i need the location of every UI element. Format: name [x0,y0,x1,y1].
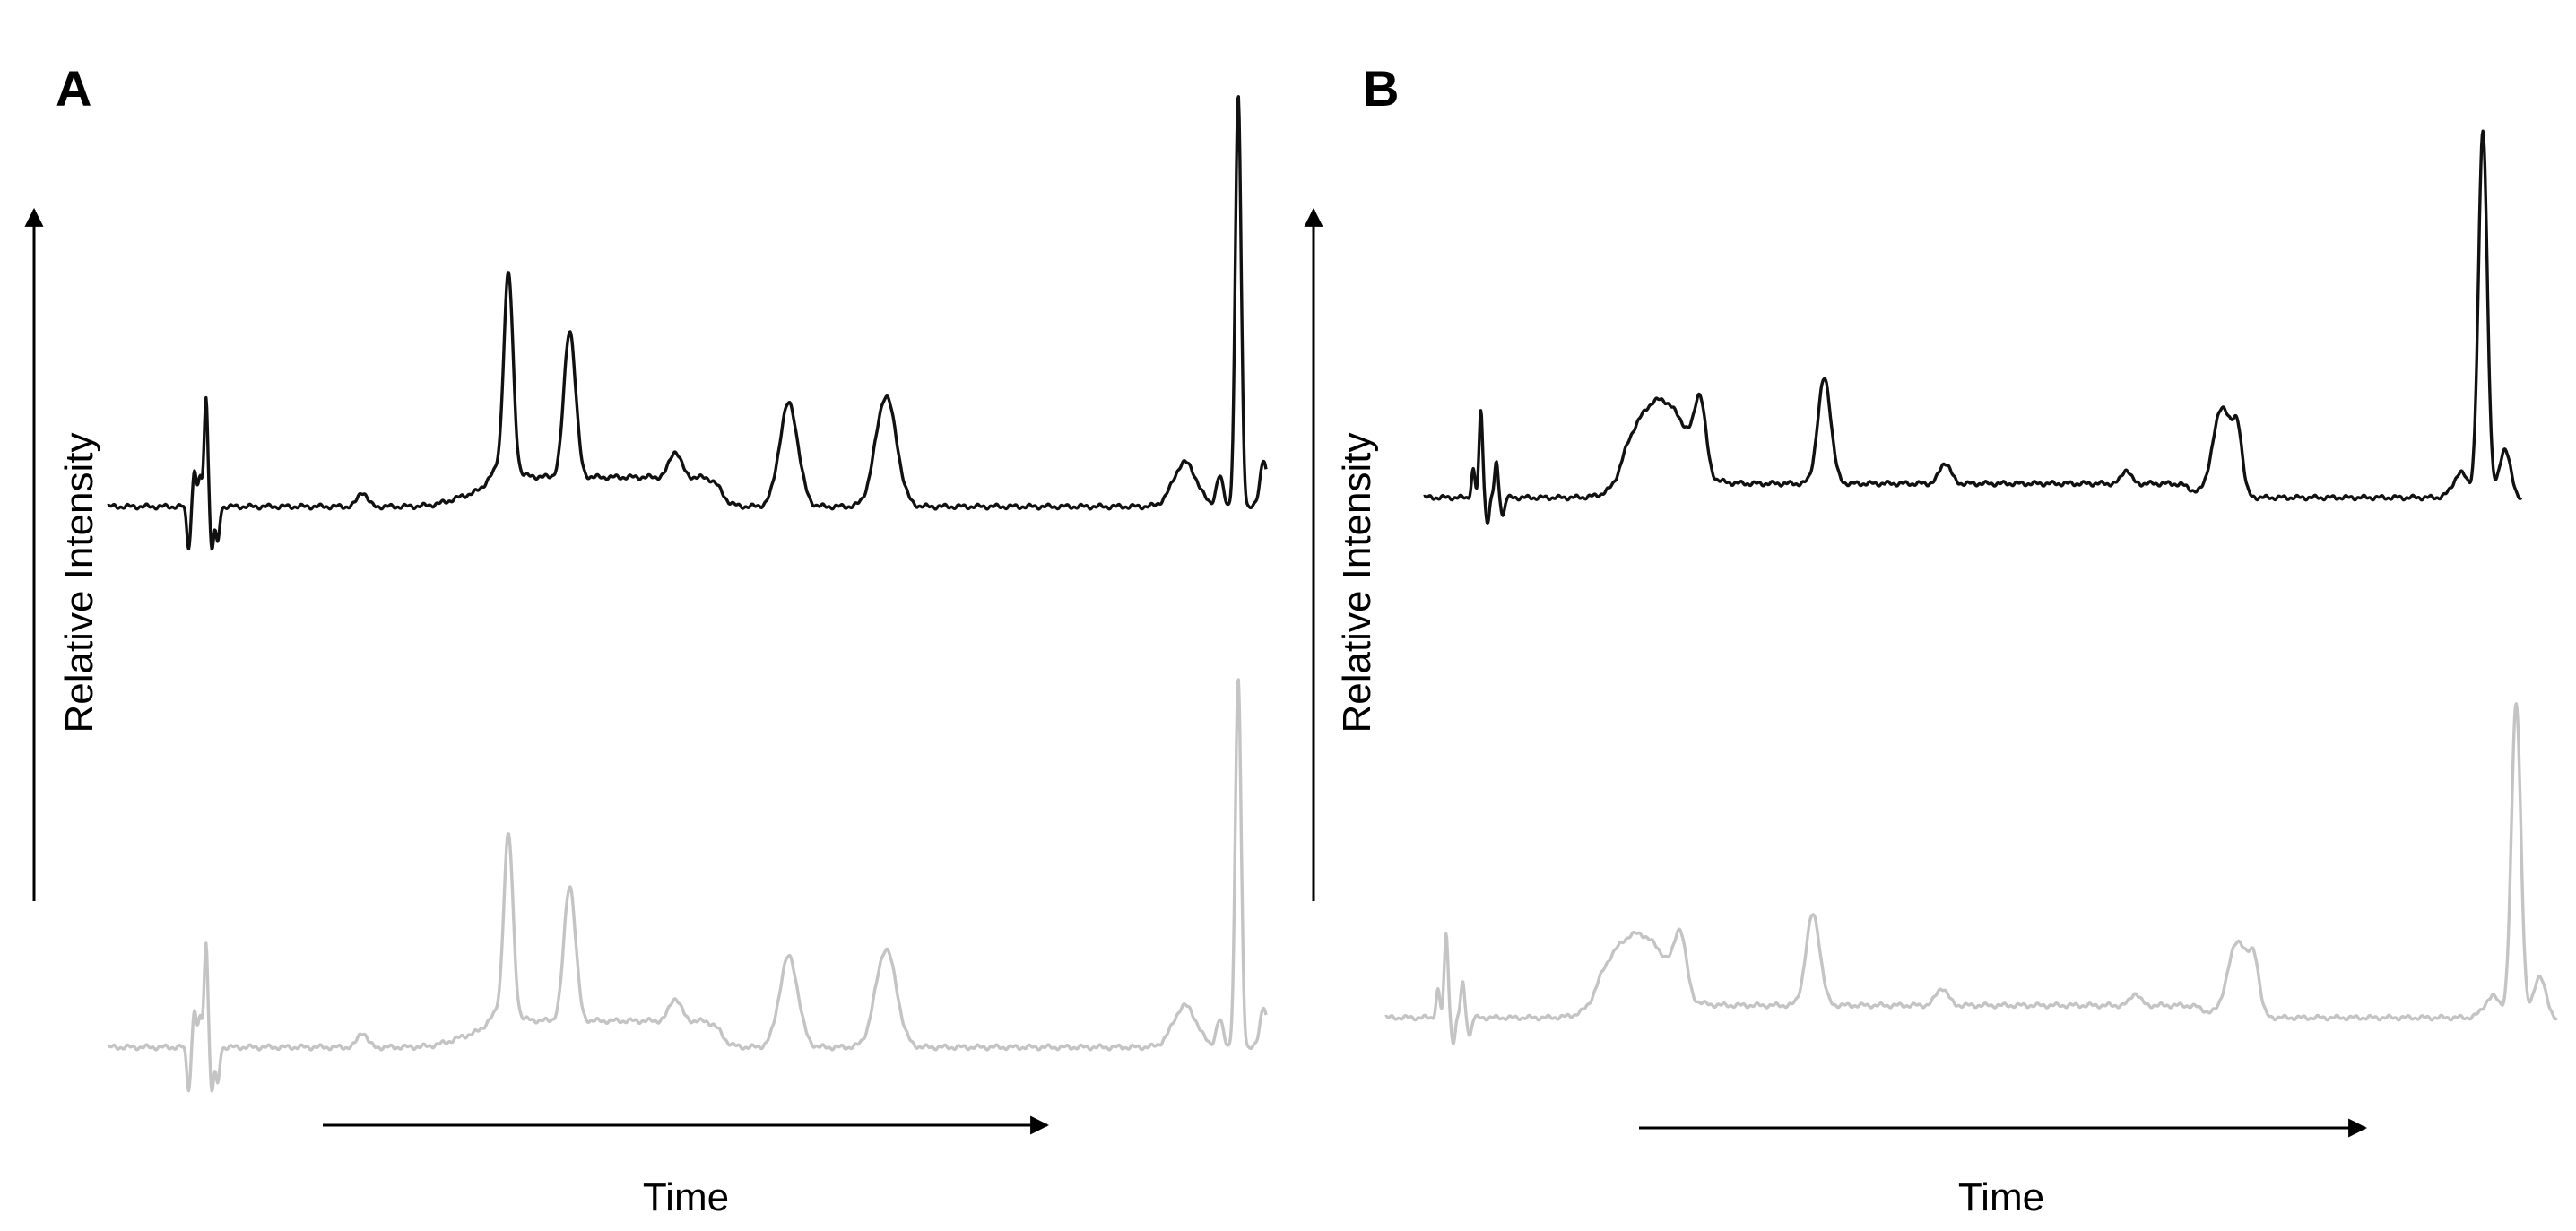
panel-b-y-axis-label: Relative Intensity [1335,432,1379,733]
panel-a-trace-bottom [107,678,1268,1093]
panel-b-letter: B [1363,60,1399,117]
panel-a-y-axis-label: Relative Intensity [57,432,101,733]
panel-b: B Relative Intensity Time [1304,60,2559,1219]
panel-b-trace-top [1423,129,2523,525]
panel-a-x-axis-label: Time [643,1175,729,1219]
panel-a-letter: A [56,60,91,117]
panel-a: A Relative Intensity Time [24,60,1268,1219]
panel-a-trace-top [107,95,1268,551]
panel-b-x-axis-label: Time [1958,1175,2044,1219]
panel-b-trace-bottom [1384,702,2559,1045]
